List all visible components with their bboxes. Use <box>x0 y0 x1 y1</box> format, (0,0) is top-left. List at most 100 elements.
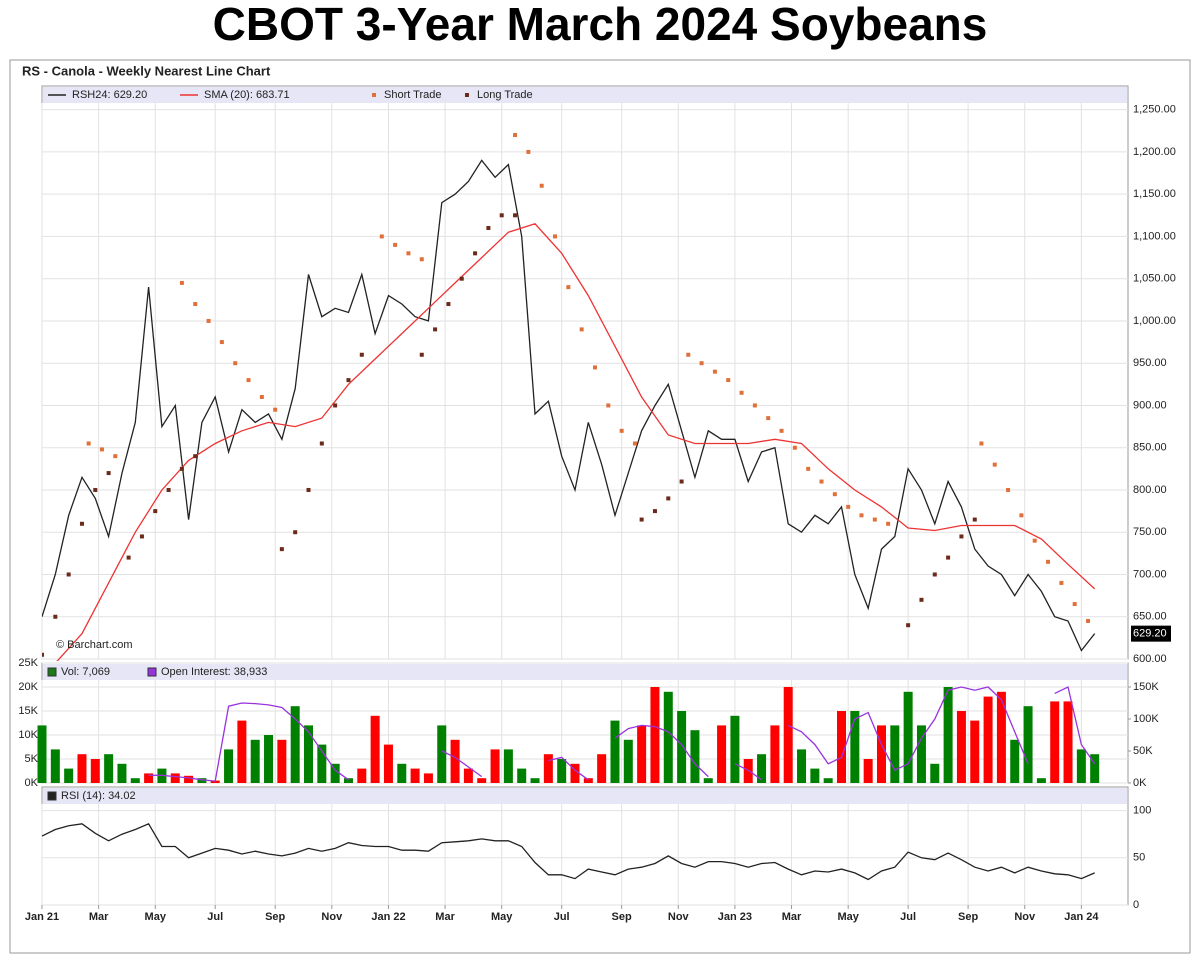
trade-marker <box>946 555 951 560</box>
trade-marker <box>106 471 111 476</box>
y2-tick-label: 0K <box>1133 777 1147 789</box>
volume-bar <box>663 691 673 783</box>
trade-marker <box>459 276 464 281</box>
panel: 0 50 100 Jan 21 Mar May Jul Sep Nov Jan 22 Mar May J… <box>25 786 1151 923</box>
trade-marker <box>486 225 491 230</box>
x-tick-label: Jan 23 <box>718 911 752 923</box>
volume-bar <box>730 715 740 783</box>
trade-marker <box>206 318 211 323</box>
trade-marker <box>539 183 544 188</box>
trade-marker <box>1006 487 1011 492</box>
trade-marker <box>446 302 451 307</box>
legend-label: RSI (14): 34.02 <box>61 790 136 802</box>
trade-marker <box>406 251 411 256</box>
x-tick-label: Jan 21 <box>25 911 59 923</box>
y2-tick-label: 100K <box>1133 713 1159 725</box>
trade-marker <box>233 361 238 366</box>
trade-marker <box>639 517 644 522</box>
y2-tick-label: 150K <box>1133 681 1159 693</box>
volume-bar <box>290 706 300 783</box>
volume-bar <box>450 739 460 783</box>
trade-marker <box>686 352 691 357</box>
y-tick-label: 0 <box>1133 899 1139 911</box>
volume-bar <box>330 763 340 783</box>
trade-marker <box>806 466 811 471</box>
volume-bar <box>517 768 527 783</box>
series-line <box>41 822 1095 881</box>
trade-marker <box>219 340 224 345</box>
volume-bar <box>410 768 420 783</box>
volume-bar <box>503 749 513 783</box>
volume-bar <box>144 773 154 783</box>
trade-marker <box>666 496 671 501</box>
volume-bar <box>543 754 553 783</box>
y-tick-label: 900.00 <box>1133 399 1167 411</box>
trade-marker <box>1086 618 1091 623</box>
volume-bar <box>1050 701 1060 783</box>
trade-marker <box>739 390 744 395</box>
volume-bar <box>970 720 980 783</box>
volume-bar <box>597 754 607 783</box>
trade-marker <box>513 133 518 138</box>
legend-band <box>43 87 1127 103</box>
trade-marker <box>1072 602 1077 607</box>
panel: 0K 5K 10K 15K 20K 25K 0K 50K 100K 150K Vol: 7,069 O… <box>18 657 1159 789</box>
trade-marker <box>553 234 558 239</box>
volume-bar <box>423 773 433 783</box>
volume-bar <box>90 759 100 783</box>
trade-marker <box>1032 538 1037 543</box>
trade-marker <box>886 521 891 526</box>
y-tick-label: 25K <box>18 657 38 669</box>
y-tick-label: 20K <box>18 681 38 693</box>
x-tick-label: May <box>491 911 513 923</box>
legend-label: Open Interest: 38,933 <box>161 666 267 678</box>
volume-bar <box>823 778 833 783</box>
x-tick-label: Mar <box>89 911 109 923</box>
legend-swatch <box>47 667 57 677</box>
trade-marker <box>319 441 324 446</box>
x-tick-label: May <box>837 911 859 923</box>
volume-bar <box>583 778 593 783</box>
x-tick-label: Jul <box>207 911 223 923</box>
volume-bar <box>757 754 767 783</box>
trade-marker <box>792 445 797 450</box>
trade-marker <box>979 441 984 446</box>
trade-marker <box>379 234 384 239</box>
trade-marker <box>79 521 84 526</box>
volume-bar <box>224 749 234 783</box>
legend-label: RSH24: 629.20 <box>72 89 147 101</box>
volume-bar <box>637 725 647 783</box>
trade-marker <box>193 454 198 459</box>
volume-bar <box>770 725 780 783</box>
trade-marker <box>393 242 398 247</box>
volume-bar <box>570 763 580 783</box>
y-tick-label: 1,100.00 <box>1133 230 1176 242</box>
chart-header: RS - Canola - Weekly Nearest Line Chart <box>22 63 271 78</box>
trade-marker <box>333 403 338 408</box>
x-tick-label: Sep <box>958 911 978 923</box>
volume-bar <box>916 725 926 783</box>
trade-marker <box>959 534 964 539</box>
volume-bar <box>837 711 847 783</box>
page-title: CBOT 3-Year March 2024 Soybeans <box>213 0 988 50</box>
last-price-label: 629.20 <box>1133 628 1167 640</box>
trade-marker <box>179 280 184 285</box>
legend-swatch <box>465 93 469 97</box>
x-tick-label: Sep <box>265 911 285 923</box>
volume-bar <box>903 691 913 783</box>
trade-marker <box>832 492 837 497</box>
series-line <box>148 686 1096 782</box>
volume-bar <box>437 725 447 783</box>
volume-bar <box>996 691 1006 783</box>
panel-area <box>41 786 1129 906</box>
volume-bar <box>717 725 727 783</box>
volume-bar <box>264 735 274 783</box>
x-tick-label: Jul <box>554 911 570 923</box>
y-tick-label: 15K <box>18 705 38 717</box>
trade-marker <box>846 504 851 509</box>
volume-bar <box>850 711 860 783</box>
trade-marker <box>279 547 284 552</box>
trade-marker <box>992 462 997 467</box>
series-line <box>56 223 1096 661</box>
trade-marker <box>419 352 424 357</box>
